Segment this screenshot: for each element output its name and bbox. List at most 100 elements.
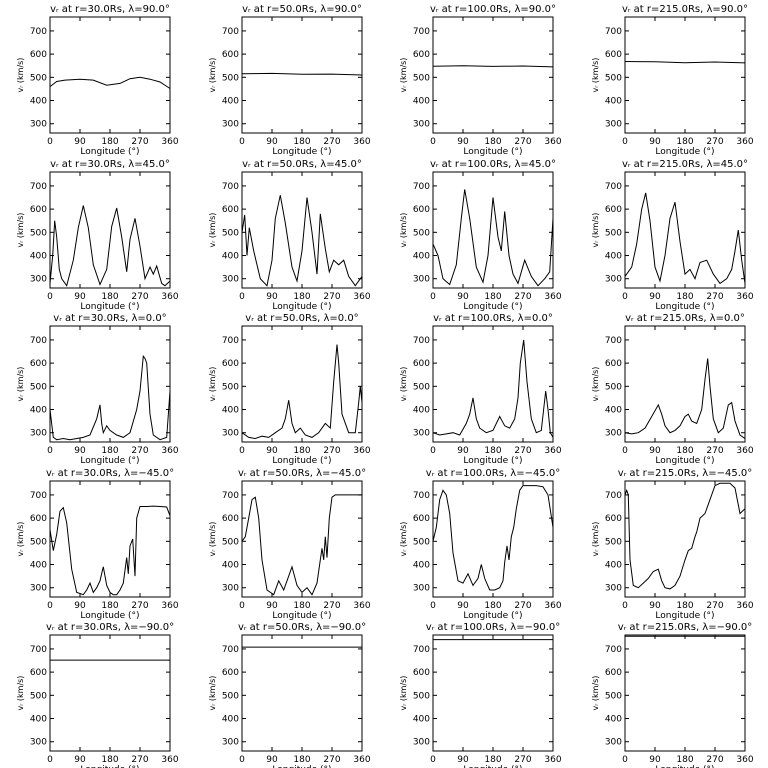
- x-tick-label: 90: [457, 755, 469, 765]
- y-tick-label: 300: [30, 120, 47, 130]
- plot-frame: [49, 634, 171, 752]
- x-tick-label: 180: [101, 755, 118, 765]
- y-tick-label: 400: [30, 406, 47, 416]
- y-tick-label: 400: [222, 406, 239, 416]
- panel-r4-c3: vᵣ at r=215.0Rs, λ=−90.0° 0 90 180 270 360 300…: [591, 622, 754, 768]
- x-axis-label: Longitude (°): [655, 302, 714, 312]
- panel-r3-c1: vᵣ at r=50.0Rs, λ=−45.0° 0 90 180 270 360 300 4…: [208, 468, 371, 621]
- y-tick-label: 300: [413, 429, 430, 439]
- x-tick-label: 270: [323, 137, 340, 147]
- x-tick-label: 0: [622, 137, 628, 147]
- x-tick-label: 360: [353, 755, 370, 765]
- panel-title: vᵣ at r=30.0Rs, λ=0.0°: [53, 313, 166, 324]
- x-tick-label: 90: [74, 137, 86, 147]
- y-tick-label: 400: [30, 715, 47, 725]
- x-axis-label: Longitude (°): [655, 456, 714, 466]
- x-tick-label: 0: [47, 446, 53, 456]
- y-tick-label: 400: [605, 561, 622, 571]
- x-axis-label: Longitude (°): [463, 456, 522, 466]
- y-axis-label: vᵣ (km/s): [399, 522, 408, 557]
- x-tick-label: 360: [736, 755, 753, 765]
- x-axis-label: Longitude (°): [80, 611, 139, 621]
- y-tick-label: 500: [222, 691, 239, 701]
- panel-title: vᵣ at r=100.0Rs, λ=90.0°: [430, 4, 556, 15]
- panel-title: vᵣ at r=30.0Rs, λ=−90.0°: [46, 622, 174, 633]
- y-tick-label: 600: [222, 50, 239, 60]
- x-axis-label: Longitude (°): [655, 147, 714, 157]
- y-tick-label: 500: [30, 228, 47, 238]
- y-tick-label: 300: [222, 584, 239, 594]
- panel-title: vᵣ at r=30.0Rs, λ=90.0°: [50, 4, 170, 15]
- y-tick-label: 500: [30, 691, 47, 701]
- x-tick-label: 180: [484, 137, 501, 147]
- x-tick-label: 0: [622, 755, 628, 765]
- plot-frame: [241, 325, 363, 443]
- x-tick-label: 90: [457, 137, 469, 147]
- y-tick-label: 400: [222, 97, 239, 107]
- x-axis-label: Longitude (°): [463, 765, 522, 768]
- x-tick-label: 90: [74, 292, 86, 302]
- panel-title: vᵣ at r=100.0Rs, λ=45.0°: [430, 159, 556, 170]
- x-tick-label: 180: [293, 755, 310, 765]
- y-tick-label: 600: [605, 514, 622, 524]
- y-tick-label: 500: [605, 73, 622, 83]
- panel-r3-c3: vᵣ at r=215.0Rs, λ=−45.0° 0 90 180 270 360 300…: [591, 468, 754, 621]
- y-tick-label: 700: [413, 645, 430, 655]
- panel-title: vᵣ at r=100.0Rs, λ=−45.0°: [426, 468, 561, 479]
- y-tick-label: 500: [413, 73, 430, 83]
- y-tick-label: 300: [605, 584, 622, 594]
- x-tick-label: 270: [323, 446, 340, 456]
- x-tick-label: 360: [736, 601, 753, 611]
- x-tick-label: 270: [131, 755, 148, 765]
- x-tick-label: 0: [47, 292, 53, 302]
- y-tick-label: 300: [413, 584, 430, 594]
- panel-title: vᵣ at r=50.0Rs, λ=−90.0°: [238, 622, 366, 633]
- x-axis-label: Longitude (°): [463, 147, 522, 157]
- y-tick-label: 700: [222, 182, 239, 192]
- y-tick-label: 500: [413, 382, 430, 392]
- y-tick-label: 700: [413, 27, 430, 37]
- y-axis-label: vᵣ (km/s): [208, 522, 217, 557]
- x-tick-label: 90: [649, 755, 661, 765]
- x-tick-label: 90: [74, 446, 86, 456]
- y-tick-label: 400: [605, 715, 622, 725]
- panel-r3-c2: vᵣ at r=100.0Rs, λ=−45.0° 0 90 180 270 360 300…: [399, 468, 562, 621]
- x-tick-label: 0: [622, 292, 628, 302]
- x-axis-label: Longitude (°): [272, 765, 331, 768]
- series-line: [432, 485, 554, 591]
- x-axis-label: Longitude (°): [80, 765, 139, 768]
- x-tick-label: 180: [101, 137, 118, 147]
- plot-frame: [624, 171, 746, 289]
- y-tick-label: 700: [413, 182, 430, 192]
- x-tick-label: 360: [544, 755, 561, 765]
- x-tick-label: 0: [47, 755, 53, 765]
- panel-title: vᵣ at r=100.0Rs, λ=0.0°: [433, 313, 553, 324]
- panel-r1-c0: vᵣ at r=30.0Rs, λ=45.0° 0 90 180 270 360 300 40…: [16, 159, 179, 312]
- x-tick-label: 270: [131, 601, 148, 611]
- y-tick-label: 400: [30, 97, 47, 107]
- y-axis-label: vᵣ (km/s): [591, 58, 600, 93]
- x-tick-label: 180: [484, 601, 501, 611]
- x-tick-label: 90: [74, 601, 86, 611]
- y-axis-label: vᵣ (km/s): [591, 676, 600, 711]
- y-axis-label: vᵣ (km/s): [591, 213, 600, 248]
- y-tick-label: 300: [605, 275, 622, 285]
- series-line: [432, 189, 554, 287]
- y-tick-label: 500: [605, 228, 622, 238]
- x-axis-label: Longitude (°): [80, 302, 139, 312]
- panel-r4-c2: vᵣ at r=100.0Rs, λ=−90.0° 0 90 180 270 360 300…: [399, 622, 562, 768]
- y-tick-label: 300: [605, 738, 622, 748]
- x-tick-label: 90: [457, 292, 469, 302]
- plot-frame: [241, 634, 363, 752]
- panel-title: vᵣ at r=50.0Rs, λ=45.0°: [242, 159, 362, 170]
- x-tick-label: 360: [544, 137, 561, 147]
- y-tick-label: 400: [413, 715, 430, 725]
- y-tick-label: 400: [413, 252, 430, 262]
- y-tick-label: 600: [413, 514, 430, 524]
- y-tick-label: 500: [30, 382, 47, 392]
- y-tick-label: 300: [30, 429, 47, 439]
- x-tick-label: 360: [353, 292, 370, 302]
- x-tick-label: 180: [676, 755, 693, 765]
- plot-frame: [241, 171, 363, 289]
- panel-r3-c0: vᵣ at r=30.0Rs, λ=−45.0° 0 90 180 270 360 300 4…: [16, 468, 179, 621]
